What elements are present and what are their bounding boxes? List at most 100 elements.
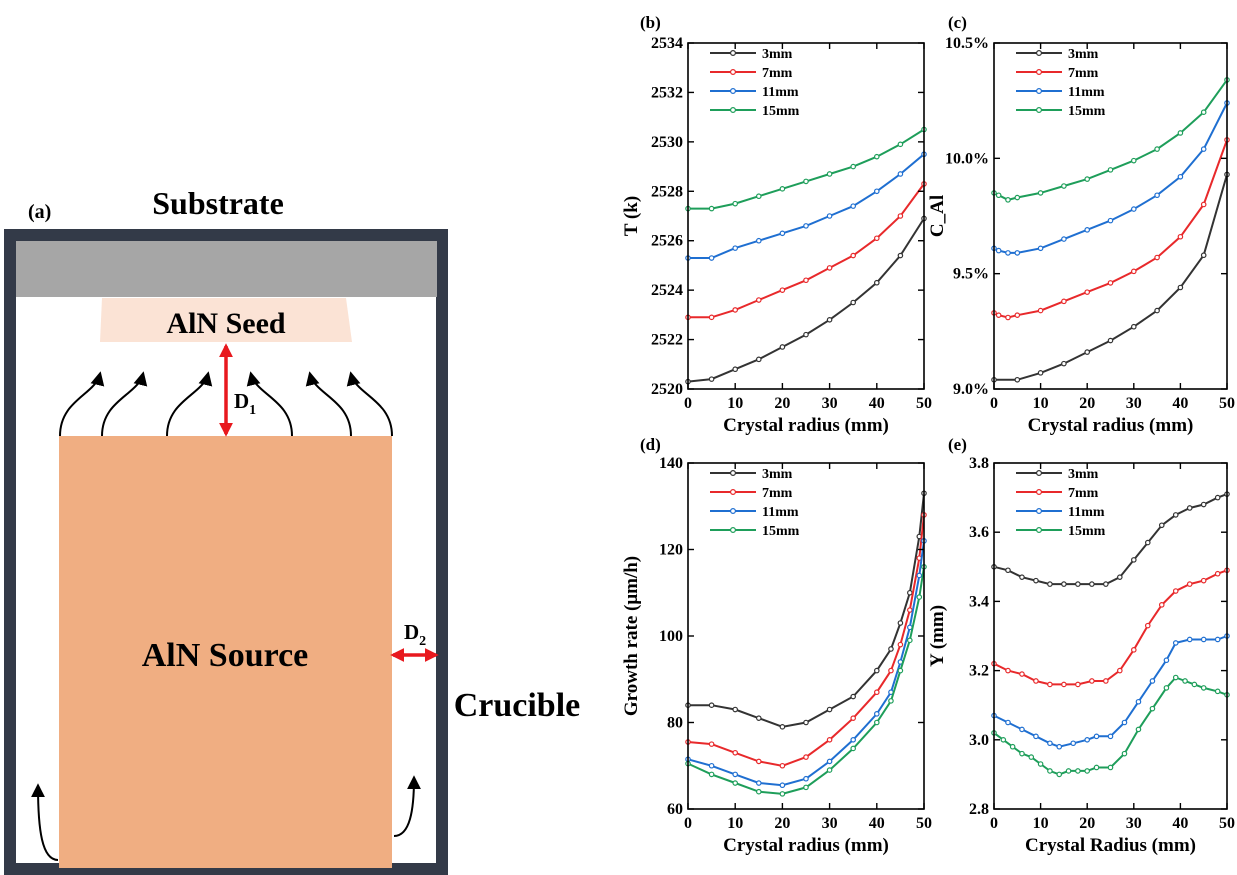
series-line <box>993 676 1228 776</box>
y-tick-label: 10.5% <box>945 35 989 52</box>
data-point <box>1103 678 1109 684</box>
data-point <box>803 331 809 338</box>
data-point <box>1061 681 1067 688</box>
data-point <box>1075 681 1081 688</box>
data-point <box>755 788 762 795</box>
legend-marker <box>1035 49 1042 56</box>
data-point <box>995 247 1002 254</box>
d2-label: D2 <box>404 620 426 649</box>
legend-label: 3mm <box>762 467 793 482</box>
x-tick-label: 40 <box>1172 815 1188 832</box>
x-axis-label: Crystal radius (mm) <box>723 415 889 436</box>
data-point <box>1019 750 1025 757</box>
data-point <box>1214 570 1221 577</box>
y-axis-label: Growth rate (μm/h) <box>621 556 642 716</box>
data-point <box>1065 768 1072 774</box>
data-point <box>1121 750 1128 757</box>
x-tick-label: 0 <box>990 815 998 832</box>
data-point <box>1131 268 1137 275</box>
data-point <box>1084 349 1091 355</box>
x-tick-label: 0 <box>990 395 998 412</box>
x-tick-label: 20 <box>1079 395 1095 412</box>
data-point <box>803 223 809 229</box>
series-line <box>993 569 1228 686</box>
data-point <box>1075 581 1081 587</box>
data-point <box>1089 678 1095 684</box>
data-point <box>1182 678 1188 684</box>
data-point <box>850 693 857 700</box>
data-point <box>897 667 904 674</box>
x-tick-label: 50 <box>1219 815 1235 832</box>
chart-panel-2: (d) 0 10 20 30 40 50 60 80 100 120 140 Crystal radiu… <box>621 435 932 856</box>
legend-marker <box>729 526 736 533</box>
x-axis-label: Crystal Radius (mm) <box>1025 835 1196 856</box>
data-point <box>708 205 715 212</box>
data-point <box>826 213 833 219</box>
data-point <box>755 780 762 786</box>
data-point <box>708 741 715 747</box>
y-tick-label: 2532 <box>651 84 683 101</box>
panel-label: (c) <box>948 13 967 32</box>
data-point <box>1084 176 1091 182</box>
data-point <box>1154 192 1160 199</box>
data-point <box>1005 667 1011 674</box>
data-point <box>1033 733 1039 740</box>
legend-label: 7mm <box>762 486 793 501</box>
series-line <box>993 139 1228 319</box>
x-tick-label: 50 <box>1219 395 1235 412</box>
data-point <box>1005 197 1011 203</box>
data-point <box>897 641 904 648</box>
series-line <box>993 79 1228 201</box>
x-tick-label: 30 <box>1126 395 1142 412</box>
data-point <box>1200 501 1207 508</box>
data-point <box>1131 206 1137 212</box>
data-point <box>755 297 762 303</box>
plot-frame <box>687 42 925 390</box>
data-point <box>888 646 894 652</box>
data-point <box>907 637 913 644</box>
data-point <box>1056 743 1063 750</box>
data-point <box>826 736 833 743</box>
data-point <box>916 594 923 600</box>
data-point <box>1135 726 1142 733</box>
data-point <box>1028 754 1035 760</box>
data-point <box>1163 685 1170 691</box>
x-tick-label: 40 <box>869 395 885 412</box>
data-point <box>779 791 786 797</box>
data-point <box>732 749 739 756</box>
data-point <box>1019 726 1025 733</box>
data-point <box>850 203 857 209</box>
data-point <box>826 706 833 713</box>
data-point <box>1084 227 1091 233</box>
data-point <box>1084 768 1091 774</box>
flow-arrow <box>393 775 421 837</box>
y-tick-label: 9.5% <box>953 266 989 283</box>
data-point <box>897 141 904 148</box>
data-point <box>826 758 833 765</box>
data-point <box>1089 581 1095 587</box>
panel-label: (e) <box>948 435 967 454</box>
data-point <box>755 715 762 721</box>
data-point <box>1154 254 1160 261</box>
data-point <box>779 724 786 730</box>
series-11mm <box>685 538 927 789</box>
data-point <box>755 237 762 244</box>
x-tick-label: 40 <box>869 815 885 832</box>
data-point <box>1084 289 1091 295</box>
substrate-label: Substrate <box>152 185 284 221</box>
legend-marker <box>729 470 736 477</box>
x-tick-label: 30 <box>822 815 838 832</box>
data-point <box>995 192 1002 199</box>
y-tick-label: 2530 <box>651 134 683 151</box>
chart-panel-0: (b) 0 10 20 30 40 50 2520 2522 2524 2526 2528 2530 25… <box>621 13 932 436</box>
data-point <box>708 376 715 382</box>
legend-label: 7mm <box>1068 66 1099 81</box>
x-tick-label: 10 <box>727 395 743 412</box>
flow-arrow <box>59 371 105 437</box>
data-point <box>873 235 880 242</box>
data-point <box>803 775 809 782</box>
data-point <box>708 762 715 769</box>
y-tick-label: 2522 <box>651 332 683 349</box>
legend-marker <box>1035 106 1042 113</box>
data-point <box>1158 522 1165 529</box>
